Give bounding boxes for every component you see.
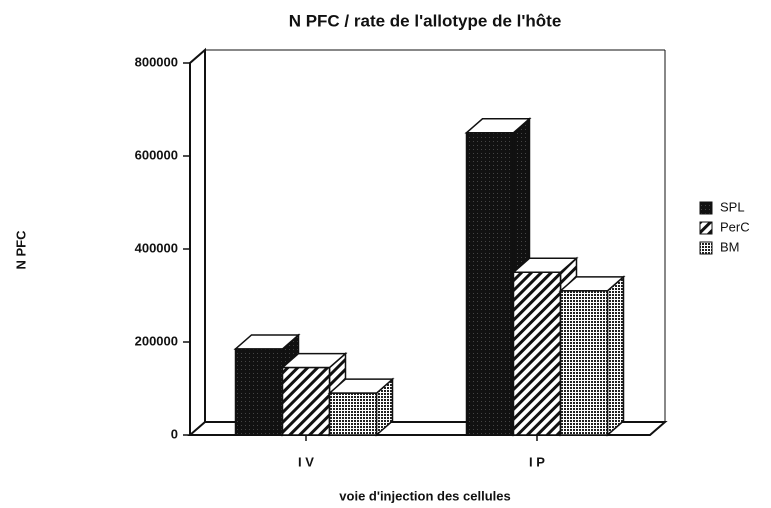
bar-front: [328, 392, 378, 436]
x-tick-label: I P: [529, 454, 545, 469]
y-tick-label: 0: [171, 426, 178, 441]
legend-label: SPL: [720, 199, 745, 214]
bar-side: [606, 275, 625, 437]
y-tick-label: 200000: [135, 333, 178, 348]
x-axis-label: voie d'injection des cellules: [339, 488, 510, 503]
bar-front: [512, 271, 562, 436]
y-tick-label: 800000: [135, 54, 178, 69]
legend-label: PerC: [720, 219, 750, 234]
bar-front: [281, 366, 331, 436]
chart-title: N PFC / rate de l'allotype de l'hôte: [289, 11, 562, 30]
legend-swatch: [699, 241, 713, 255]
bar: [558, 275, 626, 437]
y-axis-label: N PFC: [13, 230, 28, 270]
legend-swatch: [699, 201, 713, 215]
bar-front: [465, 132, 515, 436]
bar: [327, 377, 395, 437]
y-tick-label: 400000: [135, 240, 178, 255]
legend-swatch: [699, 221, 713, 235]
legend-label: BM: [720, 239, 740, 254]
bar-front: [559, 290, 609, 436]
bar: [464, 117, 532, 437]
x-tick-label: I V: [298, 454, 314, 469]
y-tick-label: 600000: [135, 147, 178, 162]
bar-front: [234, 348, 284, 436]
